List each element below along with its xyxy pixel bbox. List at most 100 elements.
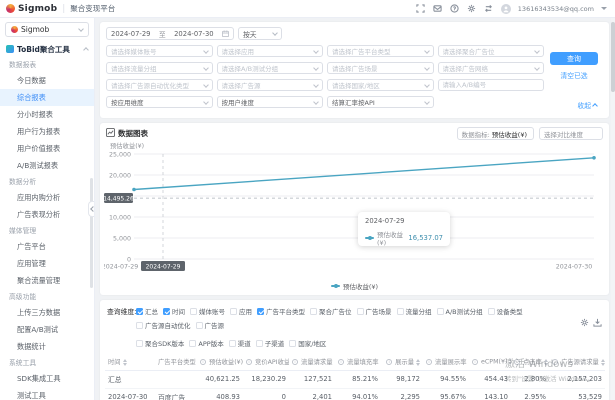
sidebar-item-comprehensive-report[interactable]: 综合报表 [0,89,94,106]
col-label: 广告平台类型 [158,359,196,367]
sidebar-item-config-ab-test[interactable]: 配置A/B测试 [17,325,59,334]
export-icon[interactable] [593,318,602,329]
dimension-checkbox-app-version[interactable]: APP版本 [189,338,224,348]
dimension-checkbox-ab-group[interactable]: A/B测试分组 [436,306,483,316]
filter-select-ab-group[interactable]: 请选择A/B测试分组 [216,62,323,74]
dimension-checkbox-channel[interactable]: 渠道 [228,338,251,348]
sidebar-item-upload-3rd-data[interactable]: 上传三方数据 [17,308,61,317]
workspace-select[interactable]: Sigmob [5,22,89,37]
dimension-checkbox-source-auto-opt[interactable]: 广告源自动优化 [136,320,191,330]
filter-select-settle-rate[interactable]: 结算汇率按API [327,96,434,108]
dimension-checkbox-ad-platform-type[interactable]: 广告平台类型 [257,306,305,316]
col-header-bid-api-revenue[interactable]: 竞价API收益 [243,354,289,371]
scrollbar-thumb[interactable] [611,22,615,92]
dimension-checkbox-ad-source[interactable]: 广告源 [195,320,224,330]
filter-input-ab-number[interactable] [437,79,544,91]
sidebar-item-sdk-tool[interactable]: SDK集成工具 [17,374,61,383]
dimension-checkbox-media-account[interactable]: 媒体账号 [190,306,225,316]
sidebar-item-tobid-tool[interactable]: ToBid聚合工具 [0,41,94,57]
dimension-checkbox-country[interactable]: 国家/地区 [289,338,326,348]
user-email[interactable]: 13616343534@qq.com [517,4,594,13]
col-header-impression-rate[interactable]: 流量展示率 [423,354,469,371]
sort-icon[interactable] [468,358,469,366]
filter-select-ad-platform-type[interactable]: 请选择广告平台类型 [327,45,434,57]
filter-select-dim-user[interactable]: 按用户维度 [216,96,323,108]
dimension-checkbox-device-type[interactable]: 设备类型 [487,306,523,316]
filter-select-traffic-group[interactable]: 请选择流量分组 [106,62,213,74]
sidebar-item-ad-platform[interactable]: 广告平台 [17,242,46,251]
mail-icon[interactable] [433,4,443,14]
data-point-start[interactable] [132,187,136,192]
query-button[interactable]: 查询 [550,52,598,65]
dimension-checkbox-traffic-group[interactable]: 流量分组 [396,306,432,316]
data-point-end[interactable] [592,156,596,160]
dimension-checkbox-agg-placement[interactable]: 聚合广告位 [310,306,352,316]
filter-select-ad-source[interactable]: 请选择广告源 [216,79,323,91]
sort-icon[interactable] [509,358,511,365]
sort-icon[interactable] [600,358,605,366]
col-header-traffic-requests[interactable]: 流量请求量 [289,354,335,371]
sidebar-item-ab-test-report[interactable]: A/B测试报表 [17,161,59,170]
sort-icon[interactable] [334,358,335,366]
sort-icon[interactable] [122,358,127,366]
cell: 454.43 [469,370,511,389]
date-range-picker[interactable]: 2024-07-29 至 2024-07-30 [106,27,234,40]
filter-select-ad-scene[interactable]: 请选择广告场景 [327,62,434,74]
filter-select-source-auto-opt[interactable]: 请选择广告源自动优化类型 [106,79,213,91]
fullscreen-icon[interactable] [416,4,426,14]
sidebar-item-today-data[interactable]: 今日数据 [17,76,46,85]
table-row[interactable]: 2024-07-30 百度广告 408.93 0 2,401 94.01% 2,… [105,388,605,400]
sidebar-collapse-button[interactable] [88,201,94,217]
col-header-time[interactable]: 时间 [105,354,155,371]
sidebar-scrollbar[interactable] [90,178,93,288]
metric-select[interactable]: 数据指标: 预估收益(¥) [456,127,534,140]
collapse-filters-button[interactable]: 收起 [577,100,598,110]
filter-select-ad-network[interactable]: 请选择广告网络 [437,62,544,74]
sidebar-item-data-stats[interactable]: 数据统计 [17,342,46,351]
filter-select-app[interactable]: 请选择应用 [216,45,323,57]
col-header-fill-rate[interactable]: 流量填充率 [335,354,381,371]
sidebar-item-app-management[interactable]: 应用管理 [17,259,46,268]
dimension-checkbox-total[interactable]: 汇总 [136,306,158,316]
filter-select-media-account[interactable]: 请选择媒体账号 [106,45,213,57]
sidebar-item-user-value-report[interactable]: 用户价值报表 [17,144,61,153]
chevron-down-icon[interactable] [601,7,607,10]
sort-icon[interactable] [380,358,381,366]
sidebar-item-ad-performance-analysis[interactable]: 广告表现分析 [17,210,61,219]
page-scrollbar[interactable] [611,18,615,400]
sidebar-item-iap-analysis[interactable]: 应用内购分析 [17,193,61,202]
col-header-est-revenue[interactable]: 预估收益(¥) [197,354,243,371]
table-row-total[interactable]: 汇总 40,621.25 18,230.29 127,521 85.21% 98… [105,370,605,389]
filter-select-agg-placement[interactable]: 请选择聚合广告位 [437,45,544,57]
filter-select-dim-app[interactable]: 按应用维度 [106,96,213,108]
filter-select-country[interactable]: 请选择国家/地区 [327,79,434,91]
dimension-checkbox-sub-channel[interactable]: 子渠道 [255,338,284,348]
avatar[interactable] [500,3,511,14]
column-settings-icon[interactable] [580,318,589,329]
dimension-checkbox-ad-scene[interactable]: 广告场景 [356,306,392,316]
sidebar-section-system-tools: 系统工具 [9,359,37,367]
col-header-ctr[interactable]: 点击率 [511,354,549,371]
sort-icon[interactable] [416,358,420,366]
switch-account-icon[interactable] [484,4,494,14]
help-icon[interactable] [450,4,460,14]
sort-icon[interactable] [543,358,548,366]
dimension-checkbox-time[interactable]: 时间 [163,306,185,316]
col-header-impressions[interactable]: 展示量 [381,354,423,371]
compare-dimension-select[interactable]: 选择对比维度 [539,127,603,140]
col-header-source-requests[interactable]: 广告源请求量 [549,354,605,371]
dimension-checkbox-agg-sdk-version[interactable]: 聚合SDK版本 [136,338,184,348]
sidebar-item-test-tool[interactable]: 测试工具 [17,391,46,400]
chart-legend[interactable]: 预估收益(¥) [100,281,609,291]
clear-selection-button[interactable]: 清空已选 [560,72,588,80]
gear-icon[interactable] [467,4,477,14]
dimension-checkbox-app[interactable]: 应用 [230,306,252,316]
sidebar-item-traffic-management[interactable]: 聚合流量管理 [17,276,61,285]
granularity-select[interactable]: 按天 [238,27,282,40]
info-icon [426,359,432,366]
col-header-ecpm[interactable]: eCPM(¥) [469,354,511,371]
sidebar-item-user-behavior-report[interactable]: 用户行为报表 [17,127,61,136]
sidebar-item-hourly-report[interactable]: 分小时报表 [17,110,53,119]
col-label: eCPM(¥) [481,358,508,366]
line-chart[interactable]: 预估收益(¥) 25,000 20,000 15,000 10,000 5,00… [104,141,608,273]
